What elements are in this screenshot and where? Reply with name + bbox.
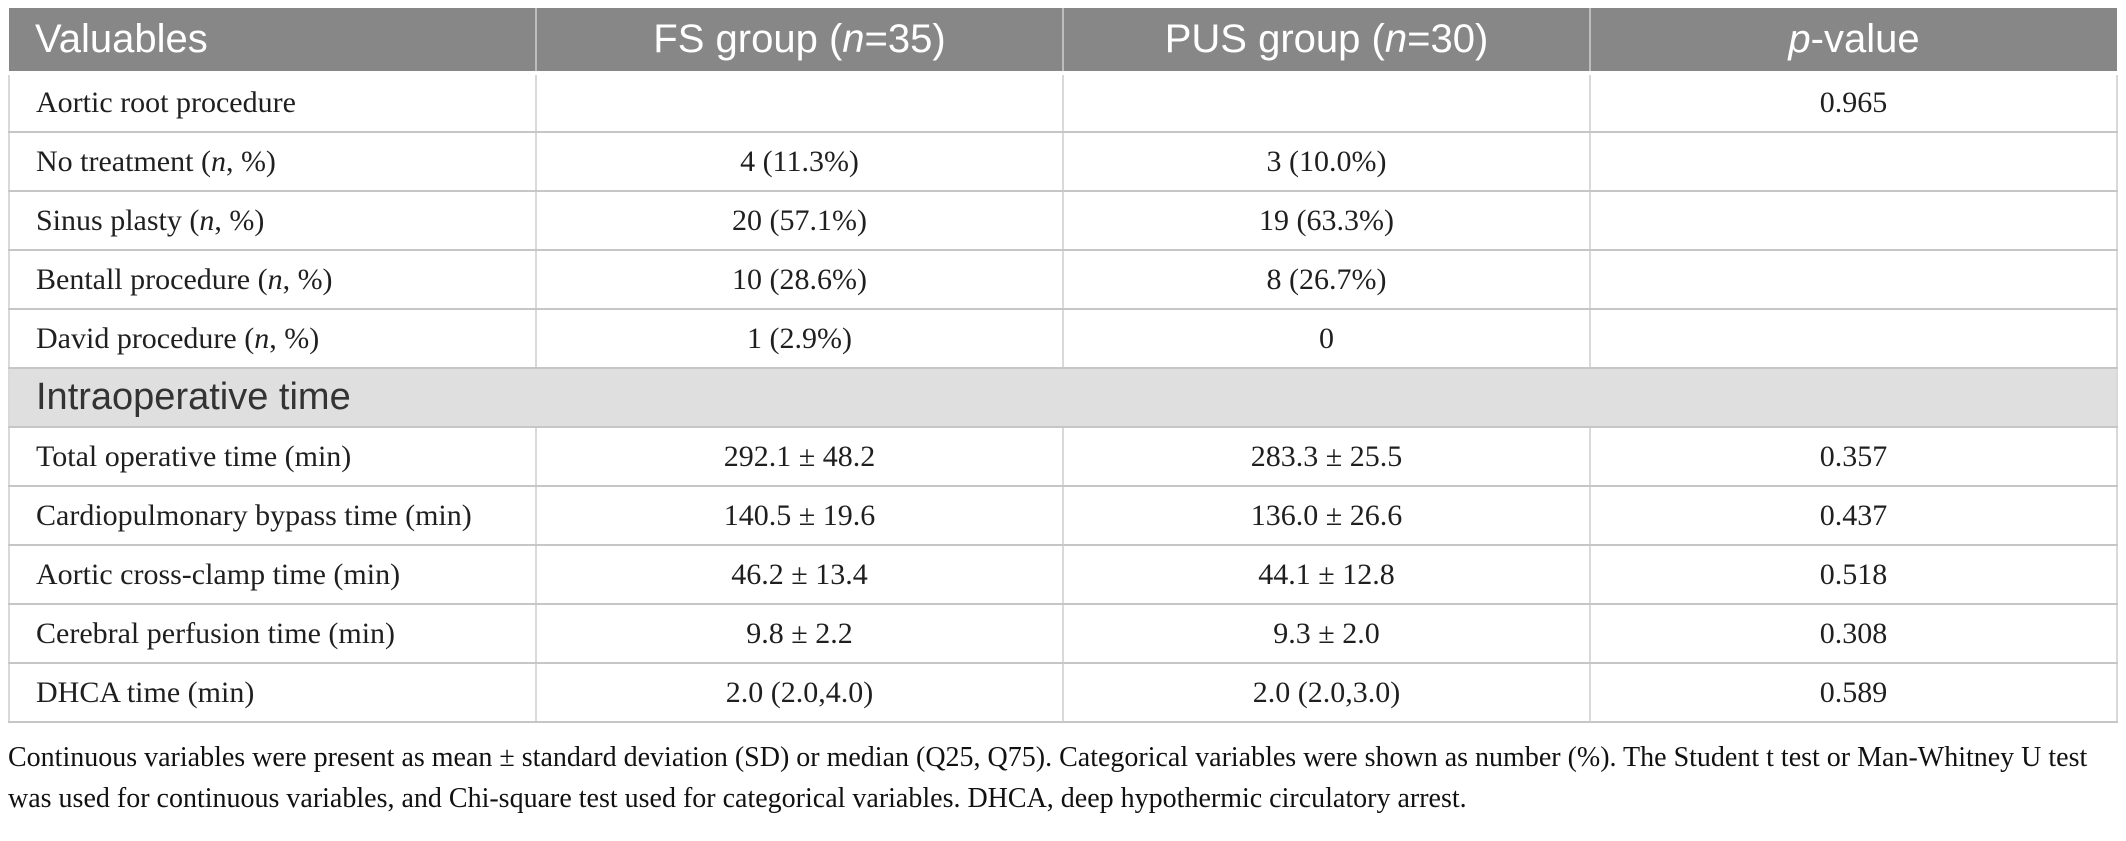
cell-value: 20 (57.1%) <box>535 190 1064 251</box>
cell-value: 9.3 ± 2.0 <box>1062 603 1591 664</box>
cell-value: 4 (11.3%) <box>535 131 1064 192</box>
table-row: Aortic root procedure 0.965 <box>8 72 2118 133</box>
cell-value: 44.1 ± 12.8 <box>1062 544 1591 605</box>
row-label: David procedure (n, %) <box>8 308 537 369</box>
row-label: Aortic cross-clamp time (min) <box>8 544 537 605</box>
cell-value: 9.8 ± 2.2 <box>535 603 1064 664</box>
cell-value: 2.0 (2.0,3.0) <box>1062 662 1591 723</box>
table-header: Valuables FS group (n=35) PUS group (n=30)… <box>9 8 2117 75</box>
baseline-characteristics-table: Valuables FS group (n=35) PUS group (n=30)… <box>8 8 2118 723</box>
cell-value <box>535 72 1064 133</box>
table-row: Cerebral perfusion time (min) 9.8 ± 2.2 9.… <box>8 603 2118 664</box>
cell-value: 136.0 ± 26.6 <box>1062 485 1591 546</box>
cell-value: 292.1 ± 48.2 <box>535 426 1064 487</box>
header-row: Valuables FS group (n=35) PUS group (n=30)… <box>9 8 2117 75</box>
cell-value <box>1589 190 2118 251</box>
row-label: No treatment (n, %) <box>8 131 537 192</box>
cell-value: 2.0 (2.0,4.0) <box>535 662 1064 723</box>
row-label: Cardiopulmonary bypass time (min) <box>8 485 537 546</box>
cell-value: 140.5 ± 19.6 <box>535 485 1064 546</box>
cell-value: 0.357 <box>1589 426 2118 487</box>
cell-value: 0.518 <box>1589 544 2118 605</box>
cell-value <box>1062 72 1591 133</box>
row-label: DHCA time (min) <box>8 662 537 723</box>
table-row: Total operative time (min) 292.1 ± 48.2 28… <box>8 426 2118 487</box>
cell-value: 283.3 ± 25.5 <box>1062 426 1591 487</box>
table-row: Cardiopulmonary bypass time (min) 140.5 ±… <box>8 485 2118 546</box>
table-row: Bentall procedure (n, %) 10 (28.6%) 8 (26.… <box>8 249 2118 310</box>
row-label: Aortic root procedure <box>8 72 537 133</box>
column-header-p-value: p-value <box>1589 8 2117 75</box>
cell-value: 0.589 <box>1589 662 2118 723</box>
cell-value: 3 (10.0%) <box>1062 131 1591 192</box>
table-row: Aortic cross-clamp time (min) 46.2 ± 13.4… <box>8 544 2118 605</box>
table-figure: Valuables FS group (n=35) PUS group (n=30)… <box>8 8 2118 819</box>
column-header-fs-group: FS group (n=35) <box>535 8 1063 75</box>
cell-value: 10 (28.6%) <box>535 249 1064 310</box>
row-label: Cerebral perfusion time (min) <box>8 603 537 664</box>
table-row: David procedure (n, %) 1 (2.9%) 0 <box>8 308 2118 369</box>
cell-value: 1 (2.9%) <box>535 308 1064 369</box>
table-footnote: Continuous variables were present as mea… <box>8 742 2088 814</box>
row-label: Total operative time (min) <box>8 426 537 487</box>
column-header-pus-group: PUS group (n=30) <box>1062 8 1590 75</box>
row-label: Sinus plasty (n, %) <box>8 190 537 251</box>
column-header-valuables: Valuables <box>9 8 536 75</box>
cell-value: 0.965 <box>1589 72 2118 133</box>
row-label: Bentall procedure (n, %) <box>8 249 537 310</box>
cell-value <box>1589 308 2118 369</box>
table-row: No treatment (n, %) 4 (11.3%) 3 (10.0%) <box>8 131 2118 192</box>
table-row: Sinus plasty (n, %) 20 (57.1%) 19 (63.3%) <box>8 190 2118 251</box>
cell-value: 46.2 ± 13.4 <box>535 544 1064 605</box>
table-body: Aortic root procedure 0.965 No treatment (… <box>8 72 2118 723</box>
cell-value: 0 <box>1062 308 1591 369</box>
cell-value: 19 (63.3%) <box>1062 190 1591 251</box>
section-row: Intraoperative time <box>8 367 2118 428</box>
cell-value: 0.437 <box>1589 485 2118 546</box>
section-header: Intraoperative time <box>8 367 2118 428</box>
cell-value: 8 (26.7%) <box>1062 249 1591 310</box>
table-row: DHCA time (min) 2.0 (2.0,4.0) 2.0 (2.0,3.0… <box>8 662 2118 723</box>
cell-value <box>1589 131 2118 192</box>
cell-value <box>1589 249 2118 310</box>
cell-value: 0.308 <box>1589 603 2118 664</box>
